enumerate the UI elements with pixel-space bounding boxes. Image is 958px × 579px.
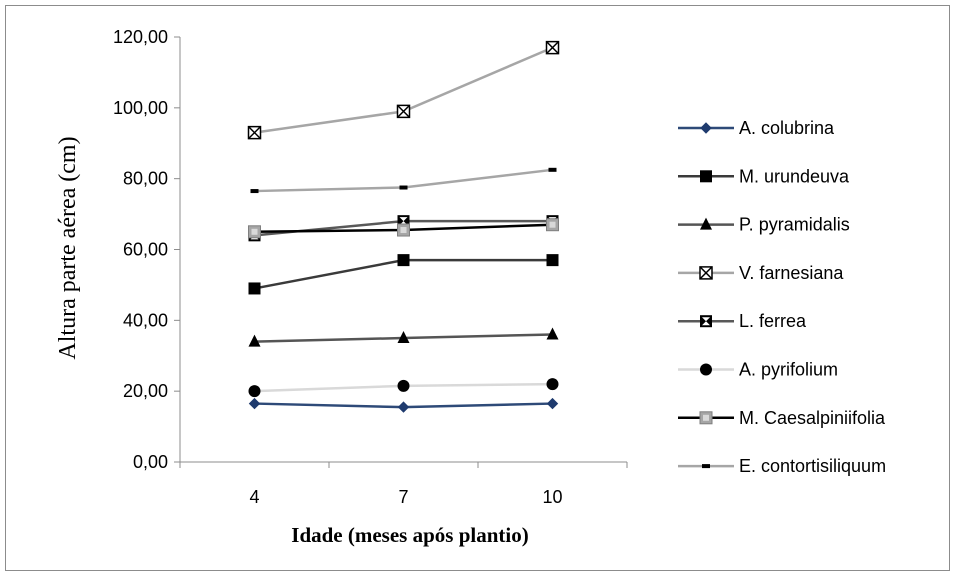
data-point xyxy=(247,125,262,140)
legend-item: P. pyramidalis xyxy=(678,215,850,235)
data-point xyxy=(546,378,559,391)
data-point xyxy=(546,327,559,340)
y-tick-label: 40,00 xyxy=(123,310,168,330)
data-point xyxy=(397,401,410,413)
data-point xyxy=(248,225,261,239)
legend-marker xyxy=(700,315,712,328)
data-point xyxy=(248,334,261,347)
legend-marker xyxy=(702,464,710,469)
legend-label: E. contortisiliquum xyxy=(739,456,886,476)
x-axis-label: Idade (meses após plantio) xyxy=(291,523,528,547)
chart-frame xyxy=(5,5,950,571)
legend-label: V. farnesiana xyxy=(739,263,844,283)
data-point xyxy=(396,104,411,119)
legend-item: A. colubrina xyxy=(678,118,835,138)
legend-label: L. ferrea xyxy=(739,311,807,331)
legend-label: M. Caesalpiniifolia xyxy=(739,408,886,428)
legend-item: A. pyrifolium xyxy=(678,360,838,380)
x-tick-label: 10 xyxy=(542,487,562,507)
legend-marker xyxy=(700,170,712,183)
data-point xyxy=(546,254,559,267)
data-point xyxy=(545,40,560,55)
y-tick-label: 80,00 xyxy=(123,169,168,189)
x-tick-label: 4 xyxy=(249,487,259,507)
legend-label: A. pyrifolium xyxy=(739,360,838,380)
legend: A. colubrina M. urundeuva P. pyramidalis V.… xyxy=(678,118,886,476)
y-tick-label: 120,00 xyxy=(113,27,168,47)
legend-marker xyxy=(700,122,712,134)
legend-item: M. Caesalpiniifolia xyxy=(678,408,886,428)
y-tick-label: 20,00 xyxy=(123,381,168,401)
y-tick-label: 100,00 xyxy=(113,98,168,118)
axes: 0,00 20,00 40,00 60,00 80,00 100,00 120,00 4 7 10 xyxy=(113,27,628,507)
legend-marker xyxy=(700,217,712,230)
legend-item: L. ferrea xyxy=(678,311,807,331)
y-tick-label: 60,00 xyxy=(123,240,168,260)
data-point xyxy=(248,282,261,295)
legend-item: M. urundeuva xyxy=(678,166,850,186)
legend-item: V. farnesiana xyxy=(678,263,844,283)
data-point xyxy=(546,218,559,232)
data-point xyxy=(248,385,261,398)
legend-marker xyxy=(700,363,712,376)
legend-label: M. urundeuva xyxy=(739,166,850,186)
legend-item: E. contortisiliquum xyxy=(678,456,886,476)
y-axis-label: Altura parte aérea (cm) xyxy=(55,136,81,359)
data-point xyxy=(397,379,410,392)
data-point xyxy=(548,167,557,172)
data-point xyxy=(397,254,410,267)
legend-marker xyxy=(699,411,713,425)
data-point xyxy=(397,331,410,344)
legend-label: A. colubrina xyxy=(739,118,835,138)
data-point xyxy=(250,189,259,194)
y-tick-label: 0,00 xyxy=(133,452,168,472)
series-line xyxy=(254,46,553,134)
series-layer xyxy=(247,40,560,413)
legend-marker xyxy=(699,266,713,280)
data-point xyxy=(397,223,410,237)
data-point xyxy=(248,397,261,410)
x-tick-label: 7 xyxy=(398,487,408,507)
legend-label: P. pyramidalis xyxy=(739,215,850,235)
data-point xyxy=(546,397,559,410)
data-point xyxy=(399,185,408,190)
